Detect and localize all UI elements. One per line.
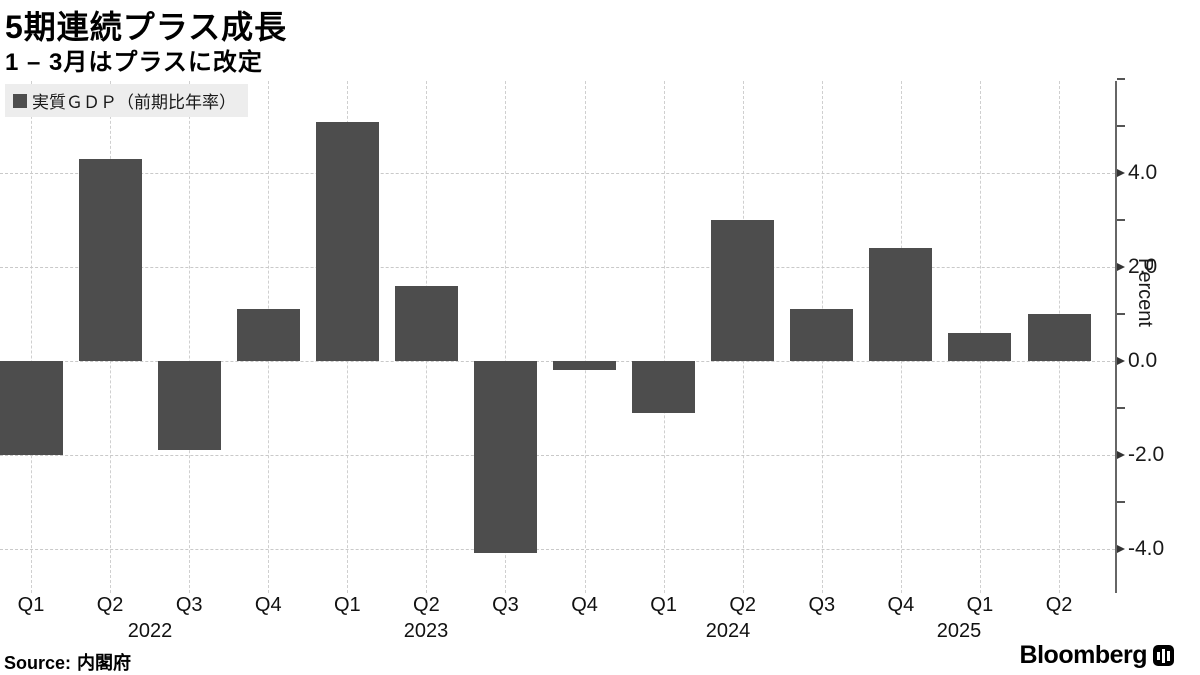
- vertical-gridline: [584, 81, 586, 593]
- x-axis-year-label: 2025: [936, 620, 982, 642]
- y-axis-line: [1115, 81, 1117, 593]
- y-axis-minor-tick: [1117, 125, 1125, 128]
- chart-subtitle: 1 – 3月はプラスに改定: [5, 49, 263, 76]
- gdp-bar: [157, 361, 221, 451]
- horizontal-gridline: [0, 267, 1115, 269]
- x-axis-year-label: 2023: [403, 620, 449, 642]
- y-axis-tick-label: 4.0: [1128, 161, 1158, 185]
- gdp-bar: [711, 220, 775, 361]
- y-axis-tick-label: 2.0: [1128, 255, 1158, 279]
- x-axis-quarter-label: Q1: [650, 594, 677, 616]
- source-prefix: Source:: [4, 653, 72, 673]
- gdp-bar: [948, 332, 1012, 361]
- x-axis-quarter-label: Q1: [17, 594, 45, 616]
- gdp-bar: [0, 361, 63, 455]
- gdp-bar: [315, 121, 379, 361]
- x-axis-quarter-label: Q4: [571, 594, 598, 616]
- vertical-gridline: [505, 81, 507, 593]
- vertical-gridline: [663, 81, 665, 593]
- x-axis-quarter-label: Q3: [492, 594, 519, 616]
- x-axis-quarter-label: Q2: [729, 594, 757, 616]
- gdp-bar: [78, 159, 142, 361]
- x-axis-quarter-label: Q4: [254, 594, 282, 616]
- x-axis-quarter-label: Q2: [413, 594, 440, 616]
- y-axis-tick-label: -2.0: [1128, 442, 1165, 466]
- legend: 実質ＧＤＰ（前期比年率）: [5, 84, 248, 117]
- gdp-bar: [1027, 314, 1091, 361]
- source-note: Source: 内閣府: [4, 649, 131, 675]
- x-axis-quarter-label: Q3: [175, 594, 203, 616]
- gdp-bar: [790, 309, 854, 361]
- y-axis-major-tick: [1117, 169, 1125, 178]
- gdp-bar: [632, 361, 696, 413]
- y-axis-minor-tick: [1117, 78, 1125, 81]
- y-axis-major-tick: [1117, 544, 1125, 553]
- vertical-gridline: [31, 81, 32, 593]
- horizontal-gridline: [0, 548, 1115, 550]
- source-text: 内閣府: [77, 653, 132, 673]
- chart-bars-icon: [1153, 645, 1174, 666]
- horizontal-gridline: [0, 173, 1115, 175]
- chart-title: 5期連続プラス成長: [5, 9, 288, 45]
- legend-label: 実質ＧＤＰ（前期比年率）: [32, 93, 236, 112]
- bloomberg-wordmark: Bloomberg: [1019, 641, 1148, 669]
- x-axis-quarter-label: Q2: [96, 594, 124, 616]
- gdp-bar: [473, 361, 537, 554]
- gdp-bar: [869, 248, 933, 361]
- x-axis-quarter-label: Q4: [887, 594, 915, 616]
- x-axis-quarter-label: Q3: [808, 594, 836, 616]
- y-axis-major-tick: [1117, 450, 1125, 459]
- y-axis-title: Percent: [1134, 258, 1156, 327]
- y-axis-minor-tick: [1117, 219, 1125, 222]
- gdp-bar: [553, 361, 617, 371]
- x-axis-quarter-label: Q1: [966, 594, 994, 616]
- y-axis-minor-tick: [1117, 313, 1125, 316]
- y-axis-tick-label: 0.0: [1128, 349, 1158, 372]
- plot-area: 4.0 2.0 0.0 -2.0 -4.0: [0, 78, 1164, 593]
- y-axis-tick-label: -4.0: [1128, 536, 1165, 560]
- y-axis-major-tick: [1117, 357, 1125, 365]
- gdp-bar: [394, 285, 458, 361]
- y-axis-minor-tick: [1117, 500, 1125, 503]
- x-axis-year-label: 2022: [127, 620, 173, 642]
- gdp-bar: [236, 309, 300, 361]
- y-axis-major-tick: [1117, 263, 1125, 272]
- x-axis-year-label: 2024: [705, 620, 751, 642]
- vertical-gridline: [189, 81, 191, 593]
- x-axis-quarter-label: Q2: [1045, 594, 1073, 616]
- legend-swatch-icon: [13, 93, 27, 108]
- y-axis-minor-tick: [1117, 406, 1125, 409]
- x-axis-quarter-label: Q1: [333, 594, 361, 616]
- bloomberg-logo: Bloomberg: [1020, 641, 1174, 670]
- horizontal-gridline: [0, 454, 1115, 456]
